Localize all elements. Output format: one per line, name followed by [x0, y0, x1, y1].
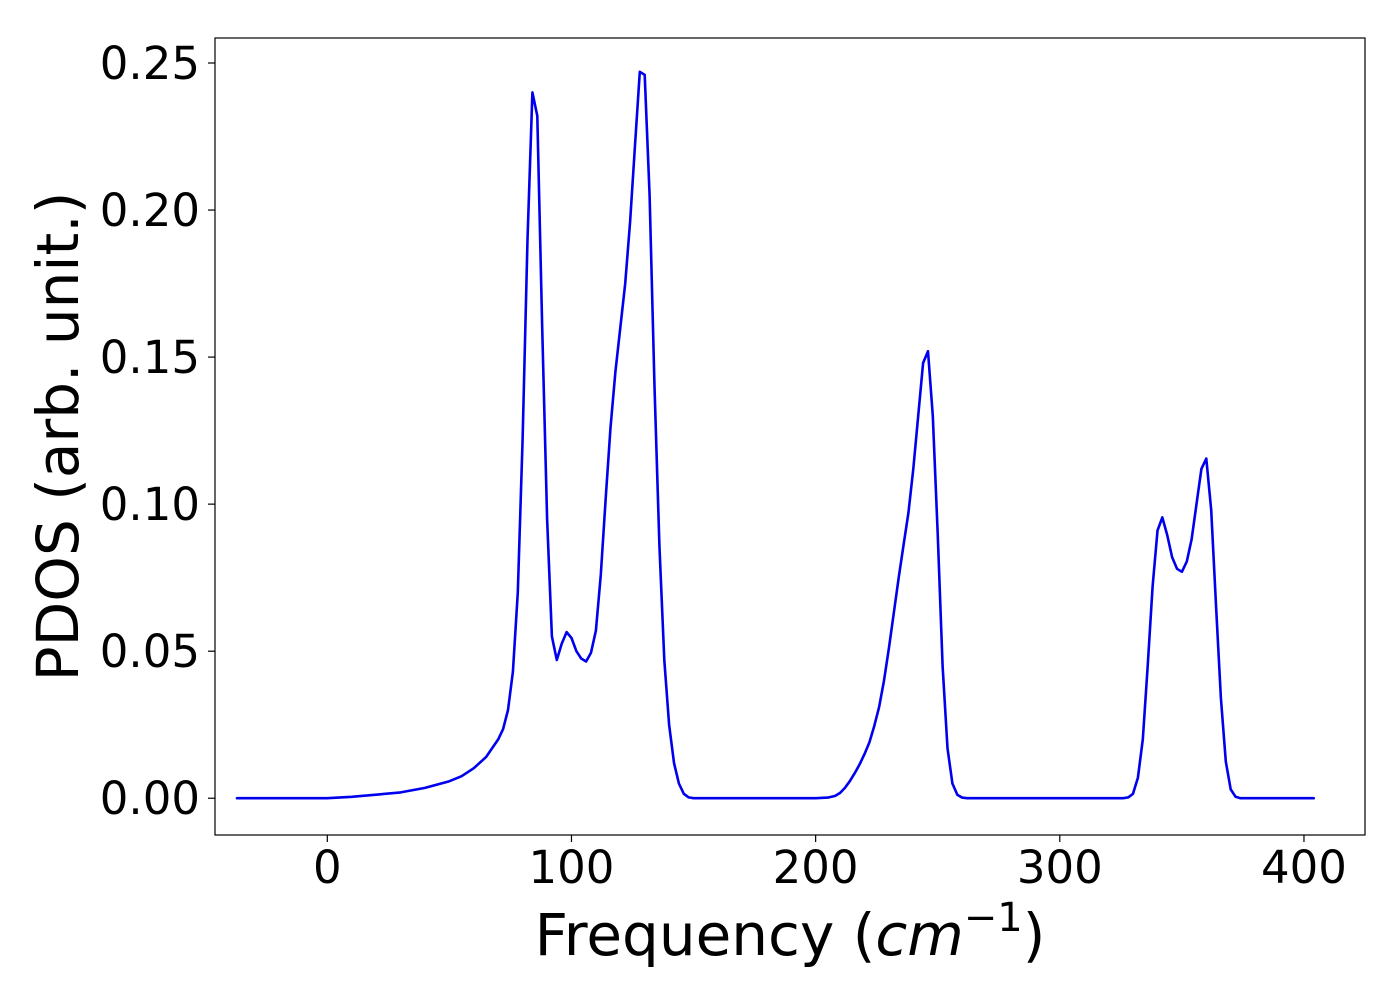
x-axis-label-text: Frequency (	[535, 901, 876, 969]
y-tick-label: 0.20	[100, 184, 200, 237]
y-tick-label: 0.10	[100, 478, 200, 531]
x-tick-label: 300	[1017, 841, 1103, 894]
y-tick-label: 0.00	[100, 772, 200, 825]
plot-area	[235, 70, 1315, 800]
x-axis-label-exponent: −1	[964, 895, 1023, 941]
y-axis-label: PDOS (arb. unit.)	[24, 192, 92, 682]
y-tick-label: 0.25	[100, 37, 200, 90]
x-axis-label: Frequency (cm−1)	[535, 895, 1046, 969]
x-axis-label-close: )	[1023, 901, 1046, 969]
axis-ticks: 0 100 200 300 400 0.00 0.05 0.10 0.15 0.20 0.25	[100, 37, 1347, 894]
x-tick-label: 400	[1261, 841, 1347, 894]
y-tick-label: 0.05	[100, 625, 200, 678]
axes-frame	[214, 37, 1366, 836]
y-tick-label: 0.15	[100, 331, 200, 384]
x-tick-label: 0	[313, 841, 342, 894]
x-tick-label: 100	[529, 841, 615, 894]
pdos-series-line	[235, 70, 1315, 800]
x-tick-label: 200	[773, 841, 859, 894]
x-axis-label-unit: cm	[875, 901, 963, 969]
